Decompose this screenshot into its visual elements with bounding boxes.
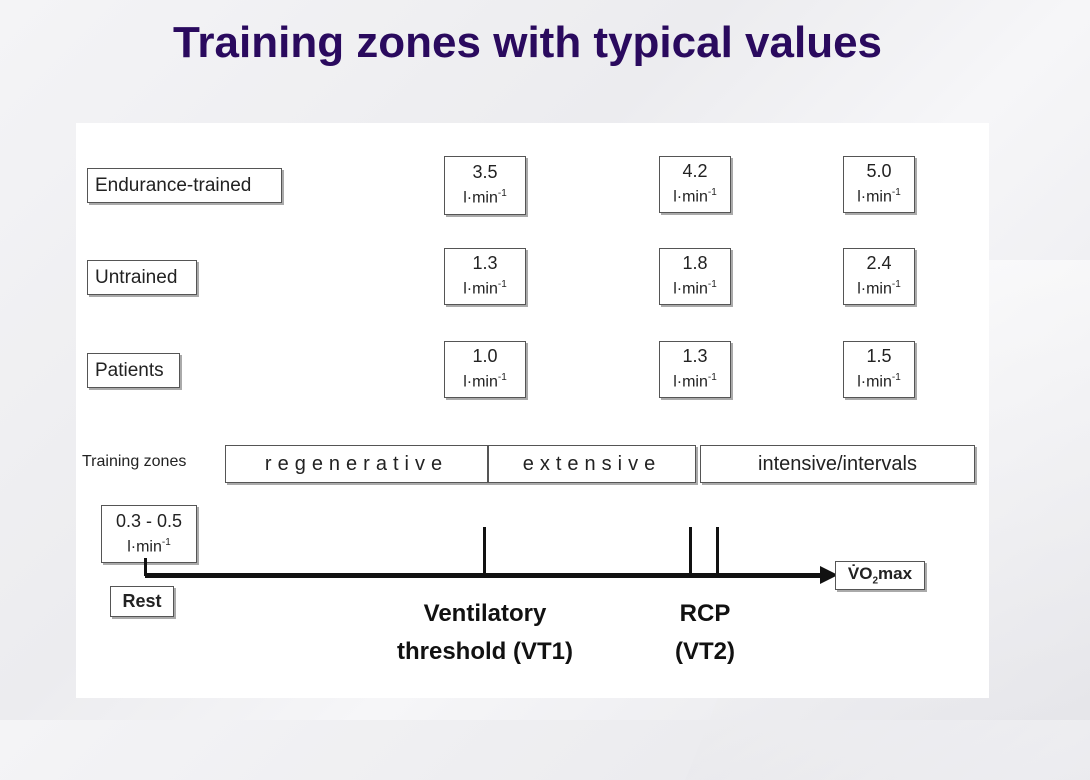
row-label-untrained: Untrained: [87, 260, 197, 295]
value-box-endurance-rcp: 4.2 l·min-1: [659, 156, 731, 213]
value-number: 1.0: [472, 346, 498, 367]
value-unit: l·min-1: [857, 187, 901, 206]
value-number: 1.3: [682, 346, 708, 367]
value-number: 4.2: [682, 161, 708, 182]
zone-regenerative: regenerative: [225, 445, 488, 483]
vt1-tick: [483, 527, 486, 575]
rest-value-box: 0.3 - 0.5 l·min-1: [101, 505, 197, 563]
vo2max-label: V̇O2max: [847, 564, 913, 587]
value-box-untrained-max: 2.4 l·min-1: [843, 248, 915, 305]
value-box-patients-rcp: 1.3 l·min-1: [659, 341, 731, 398]
zone-extensive: extensive: [488, 445, 696, 483]
value-number: 1.3: [472, 253, 498, 274]
value-number: 2.4: [866, 253, 892, 274]
value-unit: l·min-1: [463, 188, 507, 207]
value-unit: l·min-1: [673, 187, 717, 206]
diagram-panel: [76, 123, 989, 698]
value-unit: l·min-1: [673, 372, 717, 391]
rest-unit: l·min-1: [127, 536, 171, 556]
vo2-axis-line: [145, 573, 823, 578]
slide-title: Training zones with typical values: [172, 18, 883, 67]
rest-label-box: Rest: [110, 586, 174, 617]
row-label-endurance-trained: Endurance-trained: [87, 168, 282, 203]
value-number: 1.5: [866, 346, 892, 367]
value-box-patients-max: 1.5 l·min-1: [843, 341, 915, 398]
vt1-label: Ventilatory threshold (VT1): [396, 600, 573, 665]
value-unit: l·min-1: [673, 279, 717, 298]
value-number: 3.5: [472, 162, 498, 183]
rest-label: Rest: [122, 591, 162, 611]
value-number: 1.8: [682, 253, 708, 274]
value-unit: l·min-1: [857, 372, 901, 391]
value-box-untrained-rcp: 1.8 l·min-1: [659, 248, 731, 305]
value-unit: l·min-1: [463, 279, 507, 298]
row-label-patients: Patients: [87, 353, 180, 388]
value-box-endurance-vt1: 3.5 l·min-1: [444, 156, 526, 215]
training-zones-label: Training zones: [82, 453, 187, 470]
rest-value: 0.3 - 0.5: [115, 510, 183, 531]
zone-intensive-intervals: intensive/intervals: [700, 445, 975, 483]
value-box-patients-vt1: 1.0 l·min-1: [444, 341, 526, 398]
rest-tick: [144, 558, 147, 576]
rcp-tick-2: [716, 527, 719, 575]
value-number: 5.0: [866, 161, 892, 182]
value-box-endurance-max: 5.0 l·min-1: [843, 156, 915, 213]
axis-arrow-icon: [820, 566, 838, 584]
value-box-untrained-vt1: 1.3 l·min-1: [444, 248, 526, 305]
vo2max-box: V̇O2max: [835, 561, 925, 590]
value-unit: l·min-1: [463, 372, 507, 391]
value-unit: l·min-1: [857, 279, 901, 298]
rcp-label: RCP (VT2): [675, 600, 735, 665]
rcp-tick-1: [689, 527, 692, 575]
